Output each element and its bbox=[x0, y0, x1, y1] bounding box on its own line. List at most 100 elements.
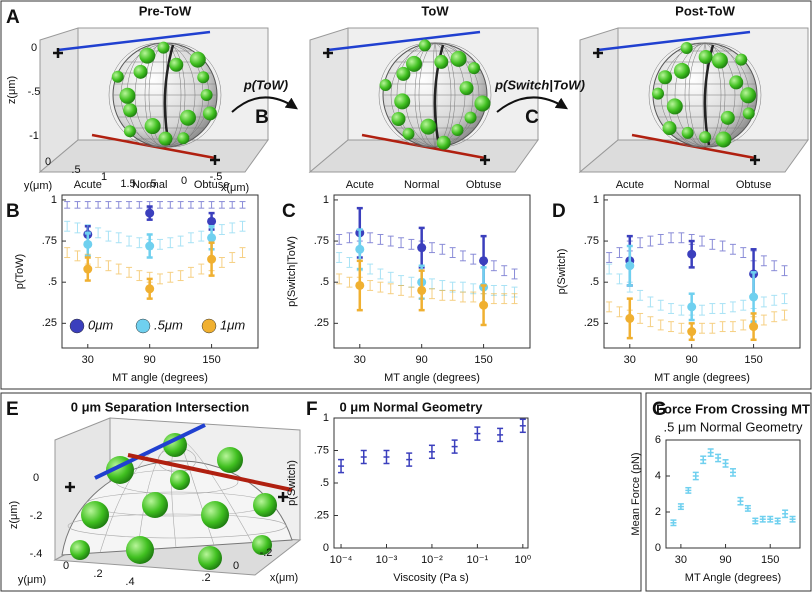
render-title: Pre-ToW bbox=[139, 3, 192, 18]
error-point bbox=[367, 280, 374, 291]
error-point bbox=[459, 291, 466, 303]
y-tick-label: .5 bbox=[320, 477, 329, 489]
motor-blob bbox=[740, 87, 757, 104]
error-point bbox=[408, 238, 415, 250]
motor-blob bbox=[81, 501, 109, 529]
error-point bbox=[95, 227, 102, 239]
plus-marker bbox=[750, 155, 760, 165]
tick-label: 0 bbox=[45, 156, 51, 168]
x-tick-label: 10⁰ bbox=[514, 554, 531, 566]
error-point bbox=[709, 322, 716, 334]
motor-blob bbox=[715, 131, 732, 148]
error-point bbox=[105, 230, 112, 242]
x-axis-label: MT Angle (degrees) bbox=[685, 572, 781, 584]
motor-blob bbox=[144, 118, 161, 135]
annotation: Obtuse bbox=[466, 179, 501, 191]
error-point bbox=[606, 263, 613, 275]
y-tick-label: .5 bbox=[590, 276, 599, 288]
y-tick-label: 1 bbox=[323, 412, 329, 424]
motor-blob bbox=[123, 103, 138, 118]
error-point bbox=[729, 301, 736, 313]
tick-label: 1.5 bbox=[120, 178, 135, 190]
error-point bbox=[218, 224, 225, 235]
chart-title: Force From Crossing MT bbox=[656, 401, 810, 416]
motor-blob bbox=[673, 62, 690, 79]
error-point bbox=[115, 201, 122, 209]
x-tick-label: 150 bbox=[202, 354, 220, 366]
error-point bbox=[616, 247, 623, 259]
renderings bbox=[38, 27, 809, 576]
error-point bbox=[740, 319, 747, 331]
highlight-dot bbox=[417, 243, 427, 253]
arrow-label: p(Switch|ToW) bbox=[494, 77, 585, 92]
motor-blob bbox=[698, 49, 713, 64]
axis-label: x(μm) bbox=[270, 572, 298, 584]
tick-label: -.2 bbox=[260, 547, 273, 559]
panel-letter: E bbox=[6, 399, 19, 420]
error-point bbox=[740, 247, 747, 259]
tick-label: -1 bbox=[29, 130, 39, 142]
arrow-label: p(ToW) bbox=[243, 77, 288, 92]
error-point bbox=[105, 201, 112, 209]
motor-blob bbox=[201, 501, 229, 529]
y-axis-label: Mean Force (pN) bbox=[630, 452, 642, 535]
error-point bbox=[668, 321, 675, 333]
chart-subtitle: .5 μm Normal Geometry bbox=[664, 419, 803, 434]
y-tick-label: .75 bbox=[314, 235, 329, 247]
box-floor bbox=[578, 139, 809, 173]
highlight-dot bbox=[145, 284, 155, 294]
y-tick-label: .25 bbox=[42, 317, 57, 329]
render-title: ToW bbox=[421, 3, 449, 18]
plus-marker bbox=[210, 155, 220, 165]
error-point bbox=[167, 237, 174, 249]
x-tick-label: 90 bbox=[686, 354, 698, 366]
error-point bbox=[198, 263, 205, 275]
plus-marker bbox=[65, 482, 75, 492]
motor-blob bbox=[391, 111, 406, 126]
error-point bbox=[387, 235, 394, 247]
x-tick-label: 10⁻¹ bbox=[467, 554, 489, 566]
error-point bbox=[781, 309, 788, 321]
highlight-dot bbox=[687, 249, 697, 259]
error-point bbox=[167, 271, 174, 283]
highlight-dot bbox=[145, 208, 155, 218]
x-tick-label: 30 bbox=[82, 354, 94, 366]
plot-frame bbox=[665, 439, 801, 549]
error-point bbox=[177, 270, 184, 282]
highlight-dot bbox=[417, 285, 427, 295]
axis-label: y(μm) bbox=[18, 574, 46, 586]
error-point bbox=[657, 319, 664, 331]
error-point bbox=[198, 230, 205, 242]
x-tick-label: 90 bbox=[416, 354, 428, 366]
tick-label: -.5 bbox=[210, 171, 223, 183]
annotation: Acute bbox=[616, 179, 644, 191]
error-point bbox=[105, 260, 112, 272]
error-point bbox=[398, 237, 405, 249]
motor-blob bbox=[198, 546, 222, 570]
error-point bbox=[167, 201, 174, 209]
error-point bbox=[115, 232, 122, 244]
error-point bbox=[198, 201, 205, 209]
error-point bbox=[616, 273, 623, 285]
error-point bbox=[459, 281, 466, 293]
error-point bbox=[429, 288, 435, 300]
error-point bbox=[95, 257, 102, 268]
y-tick-label: 2 bbox=[655, 506, 661, 518]
x-tick-label: 90 bbox=[144, 354, 156, 366]
error-point bbox=[606, 301, 613, 313]
highlight-dot bbox=[355, 244, 365, 254]
error-point bbox=[157, 238, 163, 250]
error-point bbox=[470, 291, 477, 303]
plot-frame bbox=[333, 194, 531, 349]
motor-blob bbox=[680, 42, 693, 55]
error-point bbox=[668, 303, 675, 314]
panel-frame bbox=[0, 0, 812, 390]
error-point bbox=[606, 252, 613, 263]
error-point bbox=[439, 289, 446, 301]
x-tick-label: 150 bbox=[761, 554, 779, 566]
error-point bbox=[616, 306, 623, 318]
x-tick-label: 30 bbox=[675, 554, 687, 566]
motor-blob bbox=[123, 125, 136, 138]
x-tick-label: 10⁻² bbox=[421, 554, 443, 566]
x-axis-label: MT angle (degrees) bbox=[384, 372, 480, 384]
